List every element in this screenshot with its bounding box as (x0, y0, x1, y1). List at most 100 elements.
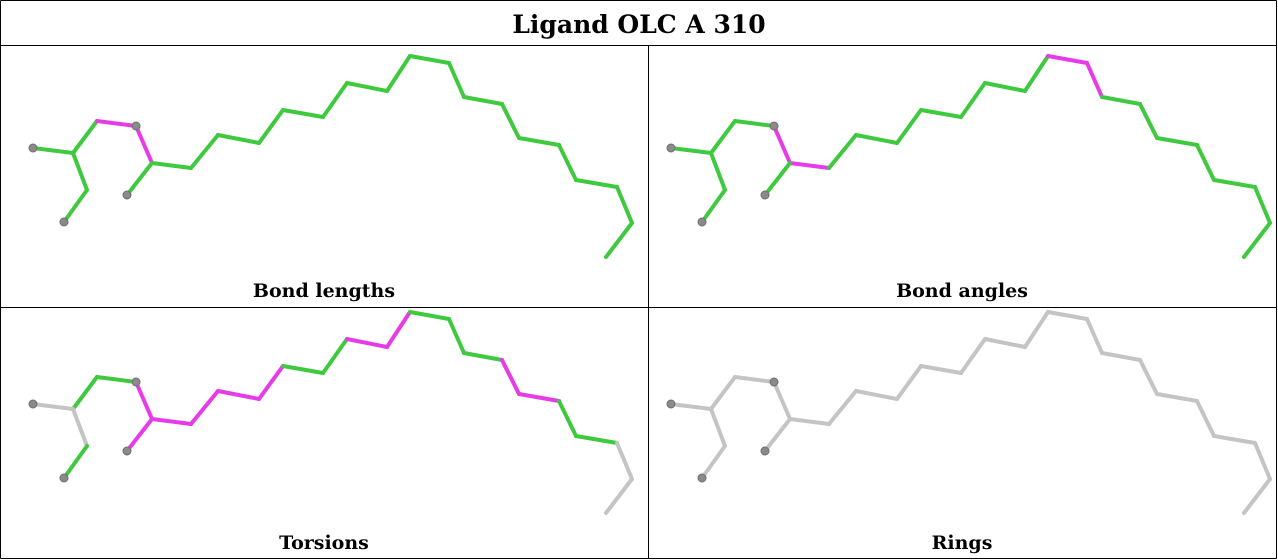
bond-bond-lengths-k2-k3 (216, 133, 261, 145)
bond-rings-o1-c1 (669, 402, 713, 411)
bond-bond-angles-c1-cA (709, 151, 727, 192)
bond-torsions-c2-c3 (95, 375, 138, 384)
atom-bond-angles-oB (697, 217, 707, 227)
molecule-bond-lengths (28, 54, 634, 259)
bond-bond-lengths-c1-c2 (71, 119, 99, 155)
bond-bond-angles-k3-k4 (895, 108, 923, 145)
bond-rings-k10-k11 (1100, 351, 1142, 362)
bond-bond-lengths-k16-k17 (604, 221, 634, 259)
bond-bond-lengths-k13-k14 (557, 143, 578, 182)
atom-torsions-or (122, 446, 132, 456)
bond-bond-angles-k11-k12 (1138, 102, 1159, 140)
bond-bond-angles-k1-k2 (827, 133, 858, 170)
bond-rings-k2-k3 (854, 389, 899, 401)
bond-bond-lengths-k8-k9 (408, 54, 451, 65)
bond-bond-lengths-k10-k11 (462, 95, 504, 106)
bond-torsions-c3-oc (134, 380, 154, 421)
bond-bond-angles-k8-k9 (1046, 54, 1089, 65)
atom-rings-o1 (666, 399, 676, 409)
bond-rings-k3-k4 (895, 364, 923, 401)
atom-torsions-c3 (131, 377, 141, 387)
bond-bond-angles-k7-k8 (1023, 54, 1050, 93)
bond-rings-c1-cA (709, 407, 727, 448)
atom-bond-angles-or (760, 190, 770, 200)
bond-torsions-oc-k1 (150, 417, 193, 426)
bond-bond-lengths-k15-k16 (615, 185, 634, 225)
atom-bond-angles-o1 (666, 143, 676, 153)
bond-torsions-k3-k4 (257, 364, 285, 401)
molecule-torsions (28, 310, 634, 515)
bond-bond-lengths-o1-c1 (31, 146, 75, 155)
bond-rings-k7-k8 (1023, 310, 1050, 349)
bond-torsions-k9-k10 (447, 317, 466, 355)
atom-torsions-oB (59, 473, 69, 483)
bond-rings-k9-k10 (1085, 317, 1104, 355)
atom-bond-lengths-c3 (131, 121, 141, 131)
bond-bond-lengths-c2-c3 (95, 119, 138, 128)
bond-bond-lengths-k1-k2 (189, 133, 220, 170)
bond-torsions-k6-k7 (345, 337, 389, 349)
bond-bond-lengths-oc-or (125, 161, 154, 197)
bond-bond-angles-k14-k15 (1212, 178, 1257, 189)
bond-bond-lengths-k9-k10 (447, 61, 466, 99)
caption-rings: Rings (932, 532, 993, 554)
panel-bond-angles: Bond angles (666, 54, 1272, 302)
bond-torsions-k2-k3 (216, 389, 261, 401)
bond-torsions-k8-k9 (408, 310, 451, 321)
bond-bond-angles-cA-oB (700, 188, 727, 224)
bond-torsions-k5-k6 (321, 337, 349, 375)
bond-rings-k16-k17 (1242, 477, 1272, 515)
bond-bond-lengths-k14-k15 (574, 178, 619, 189)
bond-bond-lengths-c3-oc (134, 124, 154, 165)
bond-rings-cA-oB (700, 444, 727, 480)
bond-torsions-k1-k2 (189, 389, 220, 426)
bond-rings-k1-k2 (827, 389, 858, 426)
bond-rings-k14-k15 (1212, 434, 1257, 445)
bond-rings-k11-k12 (1138, 358, 1159, 396)
bond-bond-angles-k5-k6 (959, 81, 987, 119)
atom-rings-oB (697, 473, 707, 483)
bond-bond-angles-c1-c2 (709, 119, 737, 155)
bond-torsions-cA-oB (62, 444, 89, 480)
molecule-bond-angles (666, 54, 1272, 259)
bond-bond-lengths-oc-k1 (150, 161, 193, 170)
bond-rings-oc-or (763, 417, 792, 453)
bond-bond-angles-c2-c3 (733, 119, 776, 128)
bond-torsions-k10-k11 (462, 351, 504, 362)
atom-bond-angles-c3 (769, 121, 779, 131)
atom-torsions-o1 (28, 399, 38, 409)
bond-torsions-k14-k15 (574, 434, 619, 445)
bond-rings-k8-k9 (1046, 310, 1089, 321)
bond-bond-angles-k2-k3 (854, 133, 899, 145)
bond-torsions-k4-k5 (281, 364, 325, 375)
caption-bond-angles: Bond angles (896, 280, 1028, 302)
bond-bond-angles-k16-k17 (1242, 221, 1272, 259)
bond-bond-lengths-k5-k6 (321, 81, 349, 119)
bond-bond-lengths-k4-k5 (281, 108, 325, 119)
bond-bond-lengths-k11-k12 (500, 102, 521, 140)
molecule-rings (666, 310, 1272, 515)
bond-rings-c1-c2 (709, 375, 737, 411)
bond-bond-lengths-cA-oB (62, 188, 89, 224)
atom-bond-lengths-oB (59, 217, 69, 227)
bond-torsions-k13-k14 (557, 399, 578, 438)
bond-rings-c3-oc (772, 380, 792, 421)
bond-bond-angles-oc-k1 (788, 161, 831, 170)
bond-rings-k13-k14 (1195, 399, 1216, 438)
bond-bond-angles-c3-oc (772, 124, 792, 165)
bond-bond-lengths-k3-k4 (257, 108, 285, 145)
bond-rings-k5-k6 (959, 337, 987, 375)
bond-torsions-oc-or (125, 417, 154, 453)
bond-rings-k12-k13 (1155, 392, 1199, 403)
bond-bond-angles-k15-k16 (1253, 185, 1272, 225)
bond-bond-angles-k12-k13 (1155, 136, 1199, 147)
bond-torsions-k7-k8 (385, 310, 412, 349)
bond-bond-lengths-k12-k13 (517, 136, 561, 147)
atom-bond-lengths-or (122, 190, 132, 200)
panel-bond-lengths: Bond lengths (28, 54, 634, 302)
bond-bond-angles-k13-k14 (1195, 143, 1216, 182)
bond-torsions-k15-k16 (615, 441, 634, 481)
atom-bond-lengths-o1 (28, 143, 38, 153)
